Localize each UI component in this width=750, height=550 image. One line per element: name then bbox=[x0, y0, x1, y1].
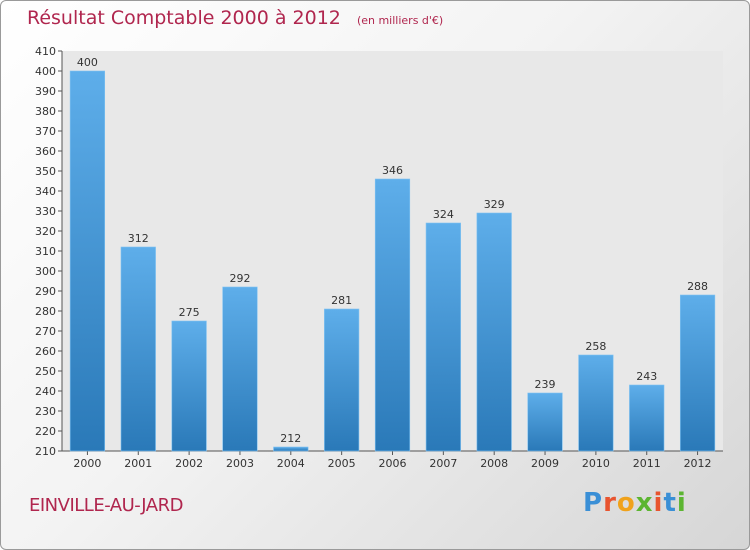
x-tick-label-2000: 2000 bbox=[73, 457, 101, 470]
logo-letter: i bbox=[653, 488, 664, 518]
y-tick-label: 300 bbox=[35, 265, 56, 278]
data-label-2000: 400 bbox=[77, 56, 98, 69]
data-label-2012: 288 bbox=[687, 280, 708, 293]
x-tick-label-2007: 2007 bbox=[429, 457, 457, 470]
x-tick-label-2011: 2011 bbox=[633, 457, 661, 470]
x-tick-label-2008: 2008 bbox=[480, 457, 508, 470]
bar-2010 bbox=[578, 354, 614, 452]
commune-name: EINVILLE-AU-JARD bbox=[29, 495, 183, 516]
y-tick-label: 270 bbox=[35, 325, 56, 338]
x-tick-label-2005: 2005 bbox=[328, 457, 356, 470]
y-tick-label: 230 bbox=[35, 405, 56, 418]
x-tick-label-2010: 2010 bbox=[582, 457, 610, 470]
data-label-2008: 329 bbox=[484, 198, 505, 211]
logo-letter: i bbox=[676, 488, 687, 518]
bar-2002 bbox=[171, 320, 207, 452]
y-tick-label: 390 bbox=[35, 85, 56, 98]
data-label-2011: 243 bbox=[636, 370, 657, 383]
y-tick-label: 250 bbox=[35, 365, 56, 378]
y-tick-label: 360 bbox=[35, 145, 56, 158]
y-tick-label: 210 bbox=[35, 445, 56, 458]
logo-letter: x bbox=[635, 488, 654, 518]
y-tick-label: 310 bbox=[35, 245, 56, 258]
y-tick-label: 410 bbox=[35, 45, 56, 58]
data-label-2004: 212 bbox=[280, 432, 301, 445]
bar-2000 bbox=[69, 70, 106, 452]
bar-2008 bbox=[476, 212, 512, 452]
y-tick-label: 280 bbox=[35, 305, 56, 318]
bar-2012 bbox=[679, 294, 716, 452]
y-tick-label: 330 bbox=[35, 205, 56, 218]
x-tick-label-2009: 2009 bbox=[531, 457, 559, 470]
proxiti-logo: Proxiti bbox=[583, 488, 687, 518]
data-label-2010: 258 bbox=[585, 340, 606, 353]
logo-letter: P bbox=[583, 488, 604, 518]
x-tick-label-2006: 2006 bbox=[379, 457, 407, 470]
y-axis: 210 220 230 240 250 260 270 280 290 300 310 320 330 3… bbox=[35, 45, 63, 458]
chart-title-text: Résultat Comptable 2000 à 2012 bbox=[27, 7, 341, 29]
logo-letter: r bbox=[603, 488, 617, 518]
y-tick-label: 240 bbox=[35, 385, 56, 398]
bar-2011 bbox=[629, 384, 665, 452]
x-tick-label-2004: 2004 bbox=[277, 457, 305, 470]
bar-2006 bbox=[374, 178, 411, 452]
data-label-2005: 281 bbox=[331, 294, 352, 307]
data-label-2002: 275 bbox=[179, 306, 200, 319]
bar-2009 bbox=[527, 392, 563, 452]
data-label-2009: 239 bbox=[535, 378, 556, 391]
chart-unit: (en milliers d'€) bbox=[356, 14, 444, 27]
data-label-2003: 292 bbox=[229, 272, 250, 285]
y-tick-label: 350 bbox=[35, 165, 56, 178]
bars bbox=[69, 70, 716, 452]
y-tick-label: 380 bbox=[35, 105, 56, 118]
y-tick-label: 400 bbox=[35, 65, 56, 78]
chart-title: Résultat Comptable 2000 à 2012 (en milli… bbox=[27, 7, 443, 29]
data-label-2006: 346 bbox=[382, 164, 403, 177]
x-tick-label-2012: 2012 bbox=[684, 457, 712, 470]
y-tick-label: 370 bbox=[35, 125, 56, 138]
x-tick-label-2003: 2003 bbox=[226, 457, 254, 470]
data-label-2007: 324 bbox=[433, 208, 454, 221]
x-axis: 2000 2001 2002 2003 2004 2005 2006 2007 2008 2009… bbox=[62, 450, 723, 470]
y-tick-label: 340 bbox=[35, 185, 56, 198]
bar-2004 bbox=[273, 446, 309, 452]
logo-letter: o bbox=[616, 488, 636, 518]
y-tick-label: 290 bbox=[35, 285, 56, 298]
y-tick-label: 260 bbox=[35, 345, 56, 358]
logo-letter: t bbox=[663, 488, 677, 518]
x-tick-label-2002: 2002 bbox=[175, 457, 203, 470]
y-tick-label: 220 bbox=[35, 425, 56, 438]
data-label-2001: 312 bbox=[128, 232, 149, 245]
x-tick-label-2001: 2001 bbox=[124, 457, 152, 470]
data-labels: 400 312 275 292 212 281 346 324 329 239 258 243 288 bbox=[77, 56, 708, 445]
bar-2007 bbox=[425, 222, 461, 452]
y-tick-label: 320 bbox=[35, 225, 56, 238]
bar-2005 bbox=[324, 308, 360, 452]
bar-2001 bbox=[120, 246, 156, 452]
bar-2003 bbox=[222, 286, 258, 452]
